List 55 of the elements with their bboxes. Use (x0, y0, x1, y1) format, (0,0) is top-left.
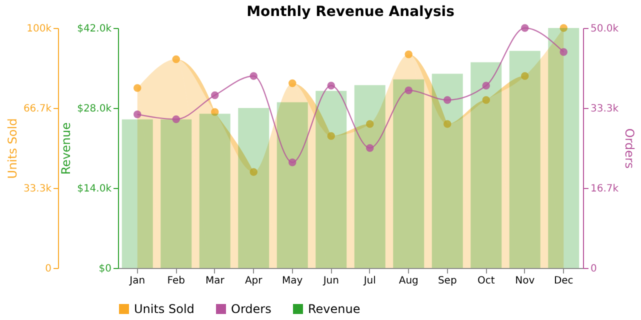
y2-tick-label: 50.0k (590, 24, 619, 34)
point (404, 50, 412, 58)
legend-label: Revenue (308, 302, 360, 316)
point (366, 144, 374, 152)
point (172, 55, 180, 64)
y2-tick-label: 0 (590, 264, 597, 274)
point (560, 48, 568, 56)
y3-tick-label: 100k (26, 24, 52, 34)
y-tick-label: $28.0k (77, 104, 112, 114)
x-tick-label: Feb (167, 276, 185, 286)
point (134, 84, 142, 92)
x-tick-label: Oct (477, 276, 495, 286)
x-tick-label: Mar (205, 276, 226, 286)
y2-tick-label: 33.3k (590, 104, 619, 114)
y-tick-label: $14.0k (77, 184, 112, 194)
y-tick-label: $0 (98, 264, 112, 274)
point (482, 96, 490, 104)
point (404, 86, 412, 94)
point (211, 91, 219, 100)
y-axis-title: Revenue (59, 122, 74, 175)
x-tick-label: Sep (438, 276, 457, 286)
point (250, 72, 258, 80)
y-tick-label: $42.0k (77, 24, 112, 34)
x-tick-label: Jul (362, 276, 376, 286)
x-tick-label: Apr (244, 276, 264, 286)
y3-tick-label: 0 (45, 264, 52, 274)
chart-title: Monthly Revenue Analysis (246, 4, 454, 20)
y2-axis-title: Orders (622, 128, 637, 169)
x-tick-label: Jun (322, 276, 339, 286)
point (521, 72, 529, 80)
y3-axis-title: Units Sold (5, 118, 20, 179)
x-tick-label: May (282, 276, 303, 286)
point (211, 108, 219, 116)
point (250, 168, 258, 176)
point (560, 24, 568, 32)
point (327, 82, 335, 90)
point (521, 24, 529, 32)
point (134, 110, 142, 118)
x-tick-label: Nov (515, 276, 535, 286)
y3-tick-label: 33.3k (23, 184, 52, 194)
point (366, 120, 374, 128)
point (172, 115, 180, 124)
x-tick-label: Aug (398, 276, 418, 286)
legend-label: Orders (231, 302, 272, 316)
point (327, 132, 335, 140)
y3-tick-label: 66.7k (23, 104, 52, 114)
legend-label: Units Sold (134, 302, 194, 316)
point (444, 96, 452, 104)
x-tick-label: Jan (128, 276, 146, 286)
point (444, 120, 452, 128)
y2-tick-label: 16.7k (590, 184, 619, 194)
point (482, 82, 490, 90)
point (288, 158, 296, 166)
x-tick-label: Dec (554, 276, 574, 286)
point (288, 79, 296, 88)
